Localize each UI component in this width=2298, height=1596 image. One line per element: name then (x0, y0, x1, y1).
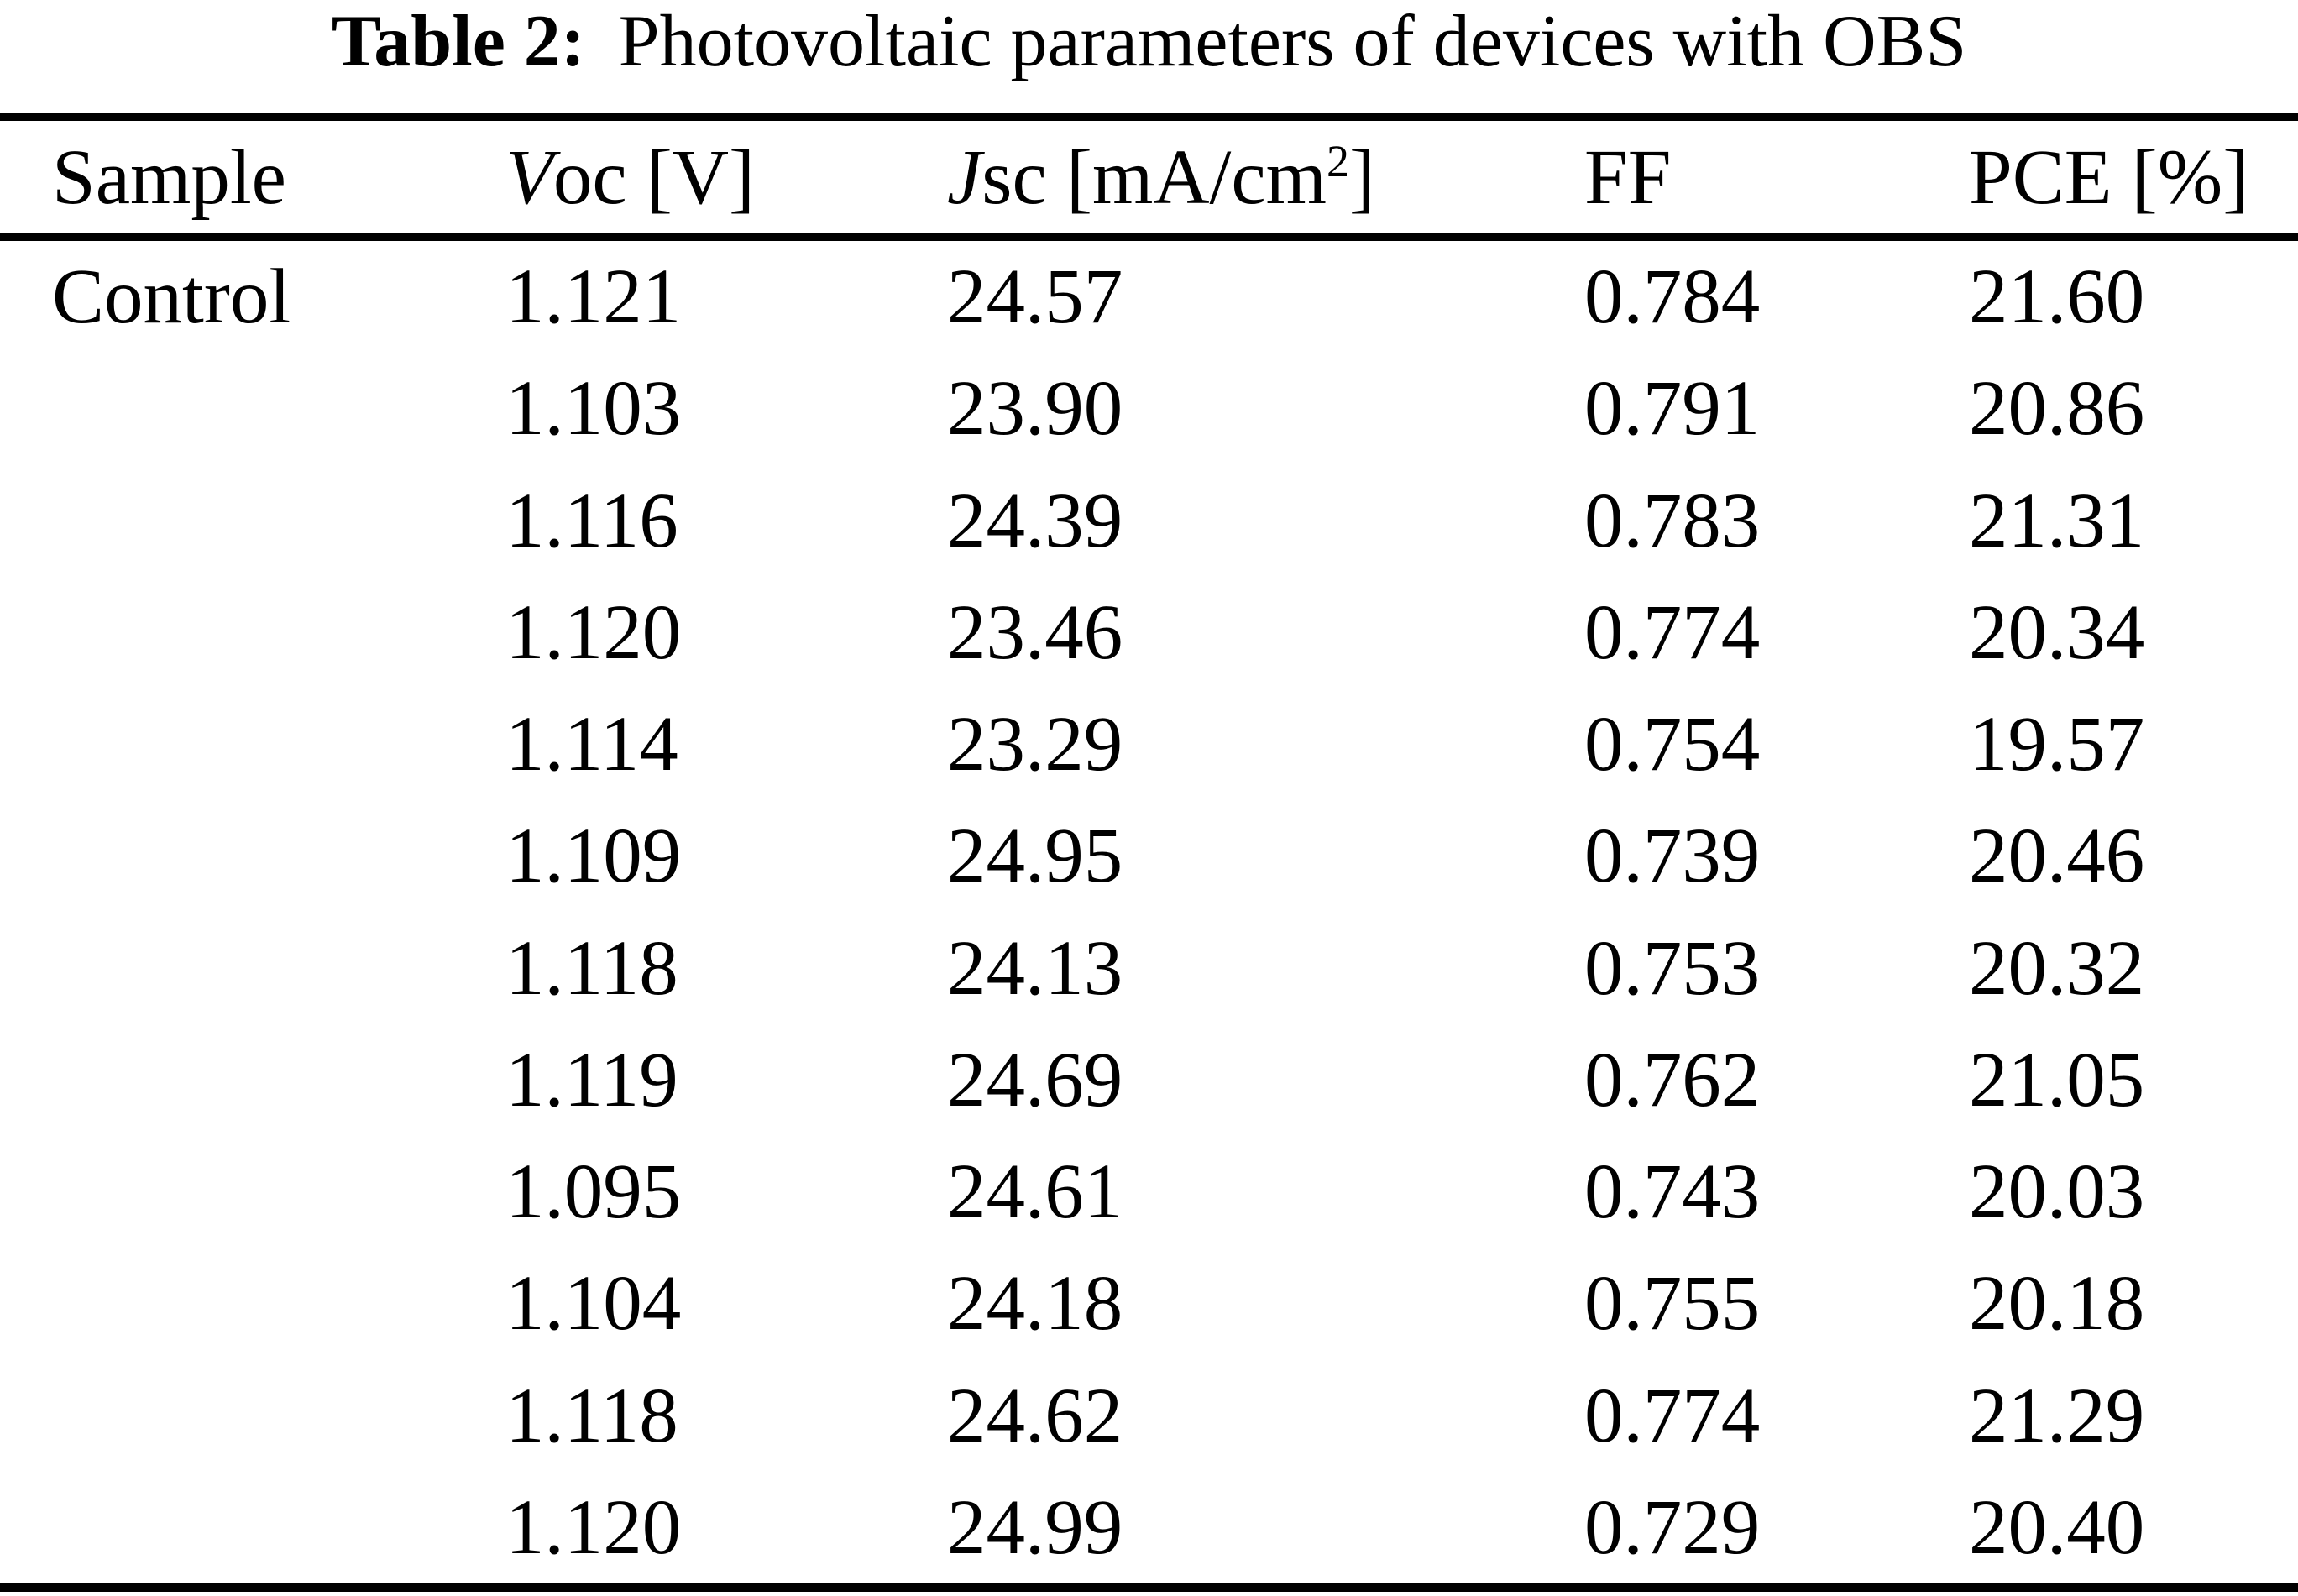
table-row: 1.120 24.99 0.729 20.40 (0, 1472, 2298, 1583)
cell-jsc: 24.69 (947, 1036, 1123, 1123)
col-header-jsc: Jsc [mA/cm2] (947, 133, 1375, 221)
table-row: 1.118 24.13 0.753 20.32 (0, 913, 2298, 1024)
cell-ff: 0.743 (1584, 1149, 1761, 1236)
table-row: 1.095 24.61 0.743 20.03 (0, 1136, 2298, 1248)
cell-jsc: 24.39 (947, 477, 1123, 564)
cell-voc: 1.109 (505, 813, 682, 900)
cell-jsc: 24.95 (947, 813, 1123, 900)
cell-jsc: 23.90 (947, 365, 1123, 453)
cell-sample: Control (52, 254, 291, 341)
cell-pce: 20.46 (1969, 813, 2145, 900)
cell-jsc: 24.61 (947, 1149, 1123, 1236)
cell-voc: 1.121 (505, 254, 682, 341)
cell-pce: 20.32 (1969, 924, 2145, 1012)
table-row: 1.120 23.46 0.774 20.34 (0, 577, 2298, 688)
cell-pce: 21.05 (1969, 1036, 2145, 1123)
cell-ff: 0.739 (1584, 813, 1761, 900)
cell-jsc: 23.46 (947, 589, 1123, 676)
cell-pce: 21.29 (1969, 1372, 2145, 1459)
cell-ff: 0.791 (1584, 365, 1761, 453)
cell-pce: 20.03 (1969, 1149, 2145, 1236)
cell-pce: 21.60 (1969, 254, 2145, 341)
cell-pce: 19.57 (1969, 701, 2145, 788)
cell-ff: 0.774 (1584, 589, 1761, 676)
cell-voc: 1.119 (505, 1036, 678, 1123)
table-caption-number: Table 2: (331, 1, 586, 82)
table-row: 1.103 23.90 0.791 20.86 (0, 353, 2298, 464)
cell-voc: 1.118 (505, 1372, 678, 1459)
cell-pce: 20.86 (1969, 365, 2145, 453)
cell-ff: 0.753 (1584, 924, 1761, 1012)
cell-pce: 20.40 (1969, 1483, 2145, 1571)
table-row: 1.119 24.69 0.762 21.05 (0, 1024, 2298, 1136)
cell-voc: 1.103 (505, 365, 682, 453)
cell-voc: 1.116 (505, 477, 678, 564)
cell-voc: 1.120 (505, 589, 682, 676)
table-row: 1.116 24.39 0.783 21.31 (0, 465, 2298, 577)
cell-ff: 0.755 (1584, 1260, 1761, 1347)
cell-voc: 1.104 (505, 1260, 682, 1347)
cell-voc: 1.120 (505, 1483, 682, 1571)
table-row: 1.109 24.95 0.739 20.46 (0, 800, 2298, 912)
col-header-voc: Voc [V] (505, 133, 755, 221)
cell-pce: 21.31 (1969, 477, 2145, 564)
table-row: Control 1.121 24.57 0.784 21.60 (0, 241, 2298, 353)
table-row: 1.104 24.18 0.755 20.18 (0, 1248, 2298, 1359)
table-header-rule (0, 233, 2298, 241)
cell-voc: 1.114 (505, 701, 678, 788)
col-header-ff: FF (1584, 133, 1672, 221)
cell-ff: 0.783 (1584, 477, 1761, 564)
cell-ff: 0.784 (1584, 254, 1761, 341)
cell-pce: 20.18 (1969, 1260, 2145, 1347)
cell-jsc: 24.57 (947, 254, 1123, 341)
cell-ff: 0.754 (1584, 701, 1761, 788)
table-header-row: Sample Voc [V] Jsc [mA/cm2] FF PCE [%] (0, 121, 2298, 233)
cell-jsc: 24.13 (947, 924, 1123, 1012)
col-header-pce: PCE [%] (1969, 133, 2249, 221)
cell-pce: 20.34 (1969, 589, 2145, 676)
cell-jsc: 23.29 (947, 701, 1123, 788)
table-row: 1.114 23.29 0.754 19.57 (0, 688, 2298, 800)
cell-voc: 1.118 (505, 924, 678, 1012)
col-header-sample: Sample (52, 133, 286, 221)
cell-ff: 0.729 (1584, 1483, 1761, 1571)
cell-ff: 0.762 (1584, 1036, 1761, 1123)
table-row: 1.118 24.62 0.774 21.29 (0, 1360, 2298, 1472)
table-caption: Table 2: Photovoltaic parameters of devi… (0, 0, 2298, 113)
cell-jsc: 24.99 (947, 1483, 1123, 1571)
cell-voc: 1.095 (505, 1149, 682, 1236)
cell-ff: 0.774 (1584, 1372, 1761, 1459)
table-caption-text: Photovoltaic parameters of devices with … (618, 1, 1967, 82)
table-top-rule (0, 113, 2298, 121)
cell-jsc: 24.62 (947, 1372, 1123, 1459)
table-body: Control 1.121 24.57 0.784 21.60 1.103 23… (0, 241, 2298, 1583)
cell-jsc: 24.18 (947, 1260, 1123, 1347)
table-bottom-rule (0, 1583, 2298, 1592)
